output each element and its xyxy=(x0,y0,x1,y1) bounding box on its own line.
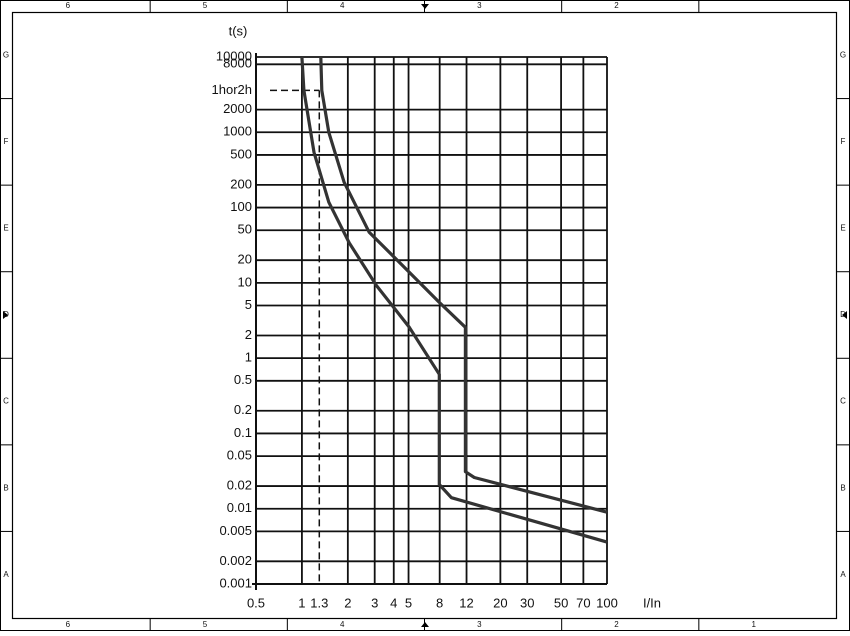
frame-column-label: 3 xyxy=(477,1,482,10)
center-marks xyxy=(3,4,847,627)
y-axis-label: t(s) xyxy=(229,23,248,38)
frame-row-label: A xyxy=(3,570,9,579)
y-tick-label: 10000 xyxy=(216,48,252,63)
frame-column-label: 2 xyxy=(614,620,619,629)
frame-column-label: 6 xyxy=(66,620,71,629)
y-tick-label: 1 xyxy=(245,350,252,365)
x-tick-label: 1 xyxy=(298,595,305,610)
frame-row-label: C xyxy=(840,397,846,406)
frame-row-label: B xyxy=(3,483,8,492)
y-tick-label: 10 xyxy=(238,274,252,289)
frame-row-label: C xyxy=(3,397,9,406)
y-tick-label: 2 xyxy=(245,327,252,342)
y-tick-label: 0.001 xyxy=(219,575,252,590)
frame-column-label: 4 xyxy=(340,620,345,629)
y-tick-label: 20 xyxy=(238,252,252,267)
frame-column-label: 5 xyxy=(203,1,208,10)
y-tick-label: 0.01 xyxy=(227,500,252,515)
frame-row-label: D xyxy=(3,310,9,319)
y-tick-label: 1000 xyxy=(223,124,252,139)
y-tick-label: 200 xyxy=(230,176,252,191)
y-tick-label: 5 xyxy=(245,297,252,312)
frame-row-label: G xyxy=(840,50,846,59)
y-tick-label: 2000 xyxy=(223,101,252,116)
curve xyxy=(300,56,608,544)
y-tick-label: 1hor2h xyxy=(212,82,252,97)
y-tick-label: 0.02 xyxy=(227,477,252,492)
y-tick-label: 50 xyxy=(238,222,252,237)
frame-row-label: E xyxy=(840,224,845,233)
frame-column-label: 1 xyxy=(751,620,756,629)
frame-row-label: F xyxy=(841,137,846,146)
inner-frame xyxy=(11,11,838,620)
y-tick-label: 500 xyxy=(230,146,252,161)
y-tick-label: 0.5 xyxy=(234,372,252,387)
x-tick-label: 1.3 xyxy=(310,595,328,610)
frame-column-label: 3 xyxy=(477,620,482,629)
frame-row-label: A xyxy=(840,570,846,579)
y-tick-label: 0.05 xyxy=(227,448,252,463)
frame-row-label: E xyxy=(3,224,8,233)
x-tick-label: 4 xyxy=(390,595,397,610)
curve xyxy=(319,56,608,514)
y-tick-label: 8000 xyxy=(223,56,252,71)
x-tick-label: 100 xyxy=(596,595,618,610)
frame-row-label: D xyxy=(840,310,846,319)
frame-row-label: B xyxy=(840,483,845,492)
x-tick-label: 5 xyxy=(405,595,412,610)
x-tick-label: 0.5 xyxy=(247,595,265,610)
y-tick-label: 0.2 xyxy=(234,402,252,417)
frame-row-label: F xyxy=(4,137,9,146)
y-tick-label: 0.1 xyxy=(234,425,252,440)
x-tick-label: 8 xyxy=(436,595,443,610)
frame-column-label: 6 xyxy=(66,1,71,10)
frame-row-label: G xyxy=(3,50,9,59)
x-tick-label: 2 xyxy=(344,595,351,610)
x-tick-label: 70 xyxy=(576,595,590,610)
y-tick-label: 0.002 xyxy=(219,553,252,568)
frame-column-label: 2 xyxy=(614,1,619,10)
y-tick-label: 100 xyxy=(230,199,252,214)
x-tick-label: 50 xyxy=(554,595,568,610)
frame-column-label: 4 xyxy=(340,1,345,10)
y-tick-label: 0.005 xyxy=(219,523,252,538)
x-tick-label: 12 xyxy=(459,595,473,610)
x-tick-label: 3 xyxy=(371,595,378,610)
frame-column-label: 5 xyxy=(203,620,208,629)
x-tick-label: 30 xyxy=(520,595,534,610)
x-tick-label: 20 xyxy=(493,595,507,610)
x-axis-label: I/In xyxy=(643,595,661,610)
